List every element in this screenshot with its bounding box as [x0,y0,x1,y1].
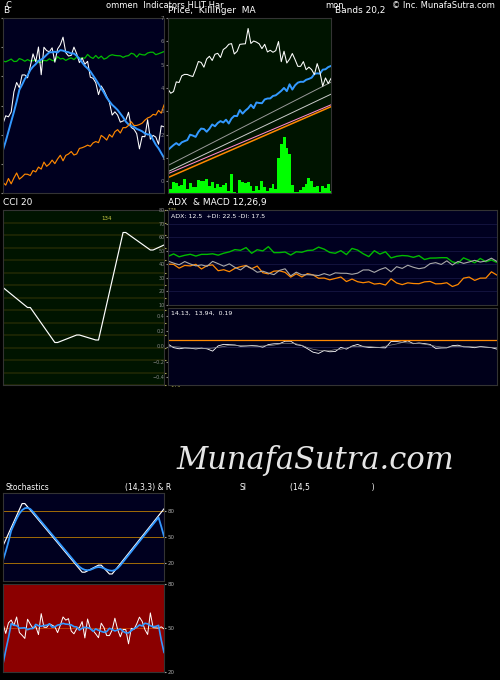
Bar [288,154,291,193]
Bar [222,186,224,193]
Text: 134: 134 [101,216,112,221]
Bar [330,190,332,193]
Bar [186,189,189,193]
Bar [241,182,244,193]
Text: (14,5                          ): (14,5 ) [290,483,374,492]
Bar [302,187,305,193]
Text: B: B [3,6,9,15]
Bar [296,192,300,193]
Bar [308,177,310,193]
Bar [214,188,216,193]
Text: 14.13,  13.94,  0.19: 14.13, 13.94, 0.19 [172,311,232,316]
Text: (14,3,3) & R: (14,3,3) & R [125,483,171,492]
Bar [304,184,308,193]
Bar [224,183,228,193]
Bar [250,186,252,193]
Bar [172,182,175,193]
Text: Stochastics: Stochastics [5,483,49,492]
Bar [294,192,296,193]
Bar [180,186,184,193]
Text: Bands 20,2: Bands 20,2 [335,6,386,15]
Bar [260,180,264,193]
Bar [313,187,316,193]
Bar [205,179,208,193]
Text: MunafaSutra.com: MunafaSutra.com [176,445,454,475]
Text: © Inc. MunafaSutra.com: © Inc. MunafaSutra.com [392,1,495,10]
Bar [210,182,214,193]
Text: C: C [5,1,11,10]
Bar [277,158,280,193]
Bar [202,182,205,193]
Bar [255,186,258,193]
Bar [318,192,322,193]
Bar [310,181,313,193]
Bar [175,183,178,193]
Bar [230,174,233,193]
Bar [208,186,211,193]
Bar [272,184,274,193]
Bar [266,190,269,193]
Text: ommen  Indicators HLIT Har: ommen Indicators HLIT Har [106,1,224,10]
Bar [228,190,230,193]
Bar [233,192,236,193]
Text: Price,  Killinger  MA: Price, Killinger MA [168,6,256,15]
Bar [252,191,255,193]
Bar [197,180,200,193]
Bar [327,184,330,193]
Text: CCI 20: CCI 20 [3,199,32,207]
Bar [258,190,260,193]
Text: ADX: 12.5  +DI: 22.5 -DI: 17.5: ADX: 12.5 +DI: 22.5 -DI: 17.5 [172,214,266,219]
Bar [170,189,172,193]
Bar [321,186,324,193]
Bar [183,179,186,193]
Text: mon: mon [326,1,344,10]
Bar [246,182,250,193]
Bar [192,187,194,193]
Bar [238,180,242,193]
Bar [269,188,272,193]
Bar [178,186,180,193]
Bar [216,184,219,193]
Bar [200,182,202,193]
Bar [291,185,294,193]
Bar [188,183,192,193]
Bar [219,187,222,193]
Bar [263,187,266,193]
Bar [274,189,277,193]
Bar [166,190,170,193]
Bar [324,188,327,193]
Text: ADX  & MACD 12,26,9: ADX & MACD 12,26,9 [168,199,266,207]
Bar [282,137,286,193]
Bar [280,144,282,193]
Bar [286,148,288,193]
Bar [194,187,197,193]
Text: SI: SI [240,483,247,492]
Bar [316,186,318,193]
Bar [299,190,302,193]
Bar [244,182,247,193]
